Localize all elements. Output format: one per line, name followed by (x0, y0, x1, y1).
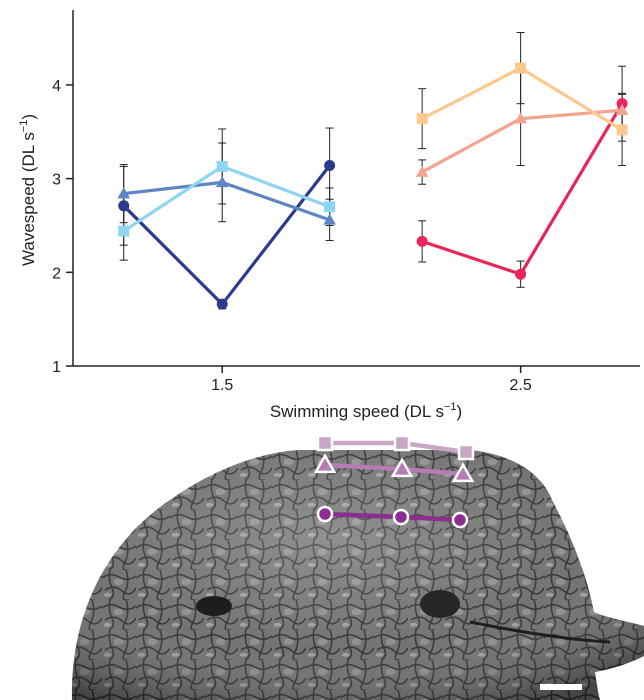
overlay-marker-2 (451, 511, 469, 529)
x-tick-label: 1.5 (211, 377, 233, 394)
series-lines (122, 66, 624, 306)
y-tick-label: 3 (52, 172, 61, 189)
y-axis-title-text: Wavespeed (DL s (19, 132, 38, 266)
overlay-marker-0 (457, 443, 475, 461)
data-point-4 (615, 103, 629, 115)
data-point-1 (215, 176, 229, 188)
data-point-3 (515, 268, 527, 280)
x-tick-label: 2.5 (510, 377, 532, 394)
nostril (196, 596, 232, 616)
data-point-0 (324, 160, 336, 172)
y-tick-label: 1 (52, 359, 61, 376)
series-markers (117, 62, 629, 310)
data-point-4 (415, 165, 429, 177)
data-point-0 (118, 200, 130, 212)
data-point-5 (616, 124, 628, 136)
error-bars (119, 31, 627, 310)
data-point-2 (216, 160, 228, 172)
overlay-marker-0 (393, 434, 411, 452)
specimen-head-shading (71, 450, 644, 700)
y-tick-label: 2 (52, 265, 61, 282)
x-axis-title: Swimming speed (DL s−1) (270, 401, 462, 421)
overlay-markers (313, 434, 475, 529)
overlay-marker-2 (316, 505, 334, 523)
y-axis-title: Wavespeed (DL s−1) (18, 114, 38, 266)
data-point-1 (323, 213, 336, 225)
series-line-1 (123, 180, 331, 222)
data-point-2 (118, 225, 130, 237)
y-ticks: 1 2 3 4 (52, 78, 73, 376)
overlay-marker-1 (390, 457, 414, 478)
data-point-3 (616, 98, 628, 110)
y-axis-title-sup: −1 (18, 120, 30, 133)
overlay-marker-1 (451, 462, 475, 483)
series-line-3 (421, 102, 624, 276)
scale-bar (540, 684, 582, 690)
overlay-marker-0 (316, 434, 334, 452)
y-tick-label: 4 (52, 78, 61, 95)
data-point-2 (324, 201, 336, 213)
mouth-groove (469, 620, 611, 644)
data-point-1 (117, 187, 131, 199)
x-axis-title-text: Swimming speed (DL s (270, 402, 444, 421)
overlay-marker-2 (392, 508, 410, 526)
eye (420, 590, 460, 618)
overlay-marker-1 (313, 453, 337, 474)
data-point-5 (416, 113, 428, 125)
data-point-4 (514, 112, 527, 124)
data-point-3 (416, 235, 428, 247)
series-line-2 (122, 164, 331, 233)
data-point-5 (515, 62, 527, 74)
y-axis-title-end: ) (19, 114, 38, 120)
specimen-photo (71, 434, 644, 700)
x-axis-title-end: ) (457, 402, 463, 421)
x-ticks: 1.5 2.5 (211, 366, 532, 394)
x-axis-title-sup: −1 (444, 401, 457, 413)
data-point-0 (216, 298, 228, 310)
